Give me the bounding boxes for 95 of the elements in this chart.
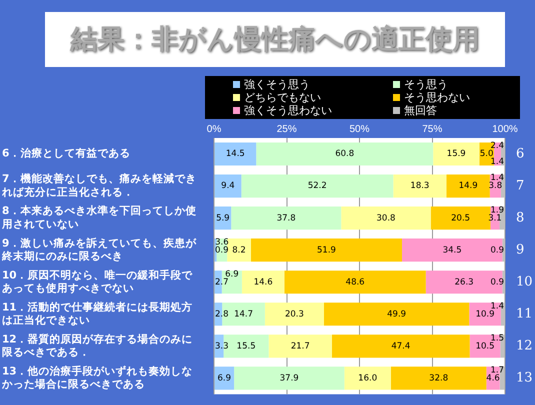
data-label: 0.9 bbox=[490, 277, 504, 288]
data-label: 10.5 bbox=[476, 341, 495, 352]
y2-tick-label: 6 bbox=[516, 146, 524, 162]
bar bbox=[231, 206, 342, 230]
data-label: 2.8 bbox=[214, 309, 229, 320]
y-tick-label: 13．他の治療手段がいずれも奏効しなかった場合に限るべきである bbox=[1, 364, 193, 390]
x-tick-label: 100% bbox=[492, 124, 518, 135]
data-label: 48.6 bbox=[346, 277, 365, 288]
data-label: 5.0 bbox=[480, 149, 494, 160]
data-label: 15.9 bbox=[446, 149, 466, 160]
data-label: 21.7 bbox=[290, 341, 310, 352]
y-tick-label: 11．活動的で仕事継続者には長期処方は正当化できない bbox=[2, 300, 193, 326]
data-label: 60.8 bbox=[335, 149, 354, 160]
bar bbox=[402, 238, 502, 262]
y2-tick-label: 7 bbox=[516, 178, 524, 194]
data-label: 1.9 bbox=[490, 205, 504, 216]
data-label: 1.5 bbox=[490, 333, 504, 344]
data-label: 5.9 bbox=[216, 213, 230, 224]
bar bbox=[250, 238, 402, 262]
bar bbox=[341, 206, 431, 230]
data-label: 15.5 bbox=[236, 341, 256, 352]
bar bbox=[214, 174, 242, 198]
data-label: 49.9 bbox=[387, 309, 406, 320]
data-label: 52.2 bbox=[308, 181, 327, 192]
data-label: 14.5 bbox=[226, 149, 245, 160]
bar bbox=[264, 302, 324, 326]
data-label: 32.8 bbox=[429, 373, 448, 384]
legend-label: そう思う bbox=[404, 78, 448, 91]
bar bbox=[430, 206, 490, 230]
bar bbox=[227, 238, 251, 262]
data-label: 1.7 bbox=[490, 365, 504, 376]
data-label: 30.8 bbox=[376, 213, 396, 224]
data-label: 14.7 bbox=[234, 309, 254, 320]
y2-tick-label: 8 bbox=[516, 210, 524, 226]
data-label: 9.4 bbox=[221, 181, 235, 192]
y2-tick-label: 12 bbox=[516, 338, 533, 354]
data-label: 2.7 bbox=[214, 277, 229, 288]
bar bbox=[393, 174, 447, 198]
bar bbox=[284, 270, 426, 294]
x-tick-label: 0% bbox=[206, 124, 222, 135]
bar bbox=[390, 366, 486, 390]
data-label: 6.9 bbox=[225, 269, 239, 280]
y-tick-label: 9．激しい痛みを訴えていても、疾患が終末期にのみに限るべき bbox=[1, 236, 198, 262]
bar bbox=[324, 302, 470, 326]
data-label: 3.6 bbox=[215, 237, 229, 248]
data-label: 3.3 bbox=[214, 341, 229, 352]
data-label: 14.9 bbox=[458, 181, 478, 192]
legend-label: そう思わない bbox=[404, 91, 470, 104]
bar bbox=[214, 366, 234, 390]
legend-label: 無回答 bbox=[404, 104, 437, 117]
bar bbox=[433, 142, 480, 166]
chart-title: 結果：非がん慢性痛への適正使用 bbox=[45, 12, 505, 67]
data-label: 20.5 bbox=[451, 213, 470, 224]
data-label: 8.2 bbox=[232, 245, 246, 256]
data-label: 6.9 bbox=[218, 373, 232, 384]
y2-tick-label: 11 bbox=[516, 306, 533, 322]
data-label: 0.9 bbox=[214, 245, 229, 256]
y-tick-label: 12．器質的原因が存在する場合のみに限るべきである． bbox=[2, 332, 193, 358]
x-tick-label: 50% bbox=[349, 124, 370, 135]
bar bbox=[446, 174, 490, 198]
bar bbox=[344, 366, 391, 390]
data-label: 47.4 bbox=[391, 341, 410, 352]
data-label: 1.4 bbox=[490, 301, 504, 312]
y2-tick-label: 13 bbox=[516, 370, 533, 386]
data-label: 20.3 bbox=[284, 309, 304, 320]
legend-label: どちらでもない bbox=[244, 91, 321, 104]
data-label: 34.5 bbox=[442, 245, 462, 256]
legend-label: 強くそう思わない bbox=[244, 104, 332, 117]
bar bbox=[241, 174, 394, 198]
bar bbox=[426, 270, 502, 294]
bar bbox=[214, 142, 256, 166]
y-tick-label: 10．原因不明なら、唯一の緩和手段であっても使用すべきでない bbox=[2, 268, 194, 294]
data-label: 10.9 bbox=[476, 309, 495, 320]
y2-tick-label: 10 bbox=[516, 274, 533, 290]
bar bbox=[332, 334, 470, 358]
data-label: 26.3 bbox=[454, 277, 474, 288]
data-label: 14.6 bbox=[254, 277, 273, 288]
x-tick-label: 25% bbox=[276, 124, 297, 135]
data-label: 4.6 bbox=[486, 373, 500, 384]
data-label: 37.8 bbox=[276, 213, 296, 224]
bar bbox=[268, 334, 332, 358]
y-tick-label: 7．機能改善なしでも、痛みを軽減できれば充分に正当化される． bbox=[1, 172, 196, 198]
y2-tick-label: 9 bbox=[516, 242, 524, 258]
y-tick-label: 6．治療として有益である bbox=[2, 146, 130, 160]
data-label: 51.9 bbox=[317, 245, 336, 256]
x-tick-label: 75% bbox=[422, 124, 442, 135]
legend-label: 強くそう思う bbox=[244, 78, 310, 91]
y-tick-label: 8．本来あるべき水準を下回ってしか使用されていない bbox=[1, 204, 196, 230]
bar bbox=[234, 366, 344, 390]
data-label: 0.9 bbox=[490, 245, 504, 256]
bar bbox=[242, 270, 284, 294]
bar bbox=[256, 142, 434, 166]
data-label: 18.3 bbox=[410, 181, 430, 192]
data-label: 37.9 bbox=[280, 373, 299, 384]
data-label: 16.0 bbox=[358, 373, 378, 384]
